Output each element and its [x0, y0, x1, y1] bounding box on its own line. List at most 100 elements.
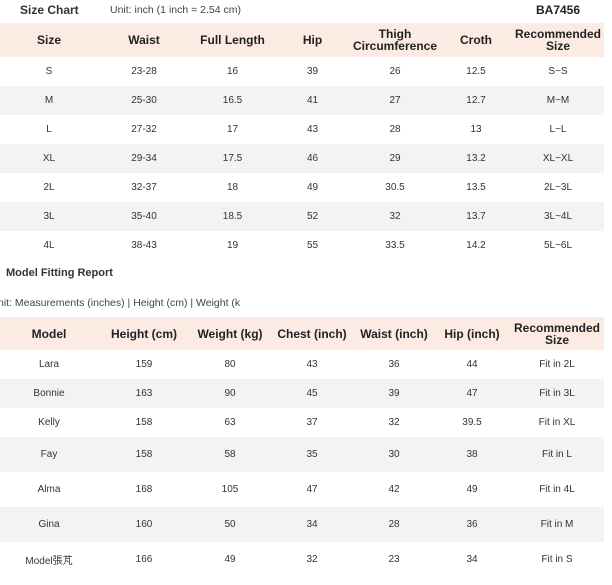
table-row: 2L 32-37 18 49 30.5 13.5 2L~3L [0, 173, 604, 202]
table-row: Gina 160 50 34 28 36 Fit in M [0, 507, 604, 542]
size-chart-title: Size Chart [20, 3, 79, 17]
table-cell: 34 [306, 519, 318, 530]
table-cell: 23-28 [131, 66, 157, 77]
table-cell: XL [42, 153, 56, 164]
table-cell: 35-40 [131, 211, 157, 222]
size-chart-table: Size Waist Full Length Hip Thigh Circumf… [0, 23, 604, 260]
table-cell: Model張芃 [25, 556, 73, 567]
table-cell: 55 [306, 240, 319, 251]
table-cell: 29-34 [131, 153, 157, 164]
table-cell: Fay [40, 449, 58, 460]
table-cell: S [45, 66, 53, 77]
model-report-header-row: Model Height (cm) Weight (kg) Chest (inc… [0, 317, 604, 350]
table-cell: 13.5 [466, 182, 486, 193]
size-chart-header-row: Size Waist Full Length Hip Thigh Circumf… [0, 23, 604, 57]
table-cell: 17 [226, 124, 239, 135]
column-header: Thigh Circumference [352, 27, 438, 53]
table-cell: 47 [306, 484, 318, 495]
column-header: Hip (inch) [444, 326, 500, 341]
column-header: Weight (kg) [197, 326, 263, 341]
table-row: 3L 35-40 18.5 52 32 13.7 3L~4L [0, 202, 604, 231]
table-cell: 3L [43, 211, 55, 222]
table-cell: 28 [388, 519, 400, 530]
column-header: Croth [460, 33, 492, 47]
table-cell: Fit in L [541, 449, 572, 460]
table-cell: 26 [389, 66, 401, 77]
table-cell: XL~XL [542, 153, 574, 164]
model-report-unit: nit: Measurements (inches) | Height (cm)… [0, 297, 241, 309]
table-cell: 32-37 [131, 182, 157, 193]
table-cell: 34 [466, 554, 478, 565]
table-cell: 38 [466, 449, 478, 460]
column-header: Chest (inch) [277, 326, 347, 341]
table-cell: 12.5 [466, 66, 486, 77]
table-cell: Fit in 2L [539, 359, 575, 370]
table-row: M 25-30 16.5 41 27 12.7 M~M [0, 86, 604, 115]
table-cell: 158 [135, 449, 153, 460]
table-cell: 29 [389, 153, 401, 164]
table-cell: 90 [224, 388, 236, 399]
table-cell: Gina [38, 519, 60, 530]
table-cell: 43 [306, 124, 319, 135]
table-cell: 39 [388, 388, 400, 399]
table-cell: 28 [389, 124, 401, 135]
table-cell: 32 [388, 417, 400, 428]
table-cell: 45 [306, 388, 318, 399]
table-row: Lara 159 80 43 36 44 Fit in 2L [0, 350, 604, 379]
table-cell: 2L~3L [543, 182, 573, 193]
table-cell: 3L~4L [543, 211, 573, 222]
table-cell: Fit in 4L [539, 484, 575, 495]
table-cell: Fit in M [540, 519, 574, 530]
table-cell: 13.2 [466, 153, 486, 164]
table-cell: 5L~6L [543, 240, 573, 251]
model-report-title: Model Fitting Report [6, 267, 113, 279]
table-cell: 37 [306, 417, 318, 428]
table-cell: 166 [135, 554, 153, 565]
table-row: Model張芃 166 49 32 23 34 Fit in S [0, 542, 604, 577]
table-cell: M~M [546, 95, 570, 106]
table-row: Kelly 158 63 37 32 39.5 Fit in XL [0, 408, 604, 437]
table-cell: 36 [388, 359, 400, 370]
table-cell: 39 [306, 66, 319, 77]
table-cell: 42 [388, 484, 400, 495]
table-cell: 105 [221, 484, 239, 495]
table-cell: 32 [306, 554, 318, 565]
table-cell: 47 [466, 388, 478, 399]
table-cell: 2L [43, 182, 55, 193]
table-cell: 52 [306, 211, 319, 222]
product-code: BA7456 [536, 3, 581, 17]
column-header: Size [36, 33, 61, 47]
table-row: Alma 168 105 47 42 49 Fit in 4L [0, 472, 604, 507]
table-cell: 159 [135, 359, 153, 370]
column-header: Model [31, 326, 67, 341]
table-cell: 18 [226, 182, 239, 193]
table-cell: 160 [135, 519, 153, 530]
table-cell: Fit in S [541, 554, 573, 565]
table-cell: 32 [389, 211, 401, 222]
table-cell: M [44, 95, 54, 106]
table-row: Bonnie 163 90 45 39 47 Fit in 3L [0, 379, 604, 408]
table-cell: Bonnie [33, 388, 65, 399]
table-cell: S~S [548, 66, 568, 77]
column-header: Waist [128, 33, 160, 47]
table-cell: 18.5 [222, 211, 243, 222]
table-cell: 43 [306, 359, 318, 370]
table-cell: 14.2 [466, 240, 486, 251]
table-cell: 49 [306, 182, 319, 193]
table-cell: Kelly [38, 417, 60, 428]
table-row: L 27-32 17 43 28 13 L~L [0, 115, 604, 144]
column-header: Recommended Size [514, 27, 602, 53]
column-header: Height (cm) [111, 326, 177, 341]
table-cell: L~L [549, 124, 567, 135]
model-report-table: Model Height (cm) Weight (kg) Chest (inc… [0, 317, 604, 577]
table-cell: Fit in XL [538, 417, 576, 428]
table-cell: 163 [135, 388, 153, 399]
table-cell: 36 [466, 519, 478, 530]
table-cell: Fit in 3L [539, 388, 575, 399]
table-cell: 16 [226, 66, 239, 77]
table-cell: 38-43 [131, 240, 157, 251]
table-cell: 58 [224, 449, 236, 460]
table-cell: 27-32 [131, 124, 157, 135]
table-cell: 23 [388, 554, 400, 565]
table-row: S 23-28 16 39 26 12.5 S~S [0, 57, 604, 86]
